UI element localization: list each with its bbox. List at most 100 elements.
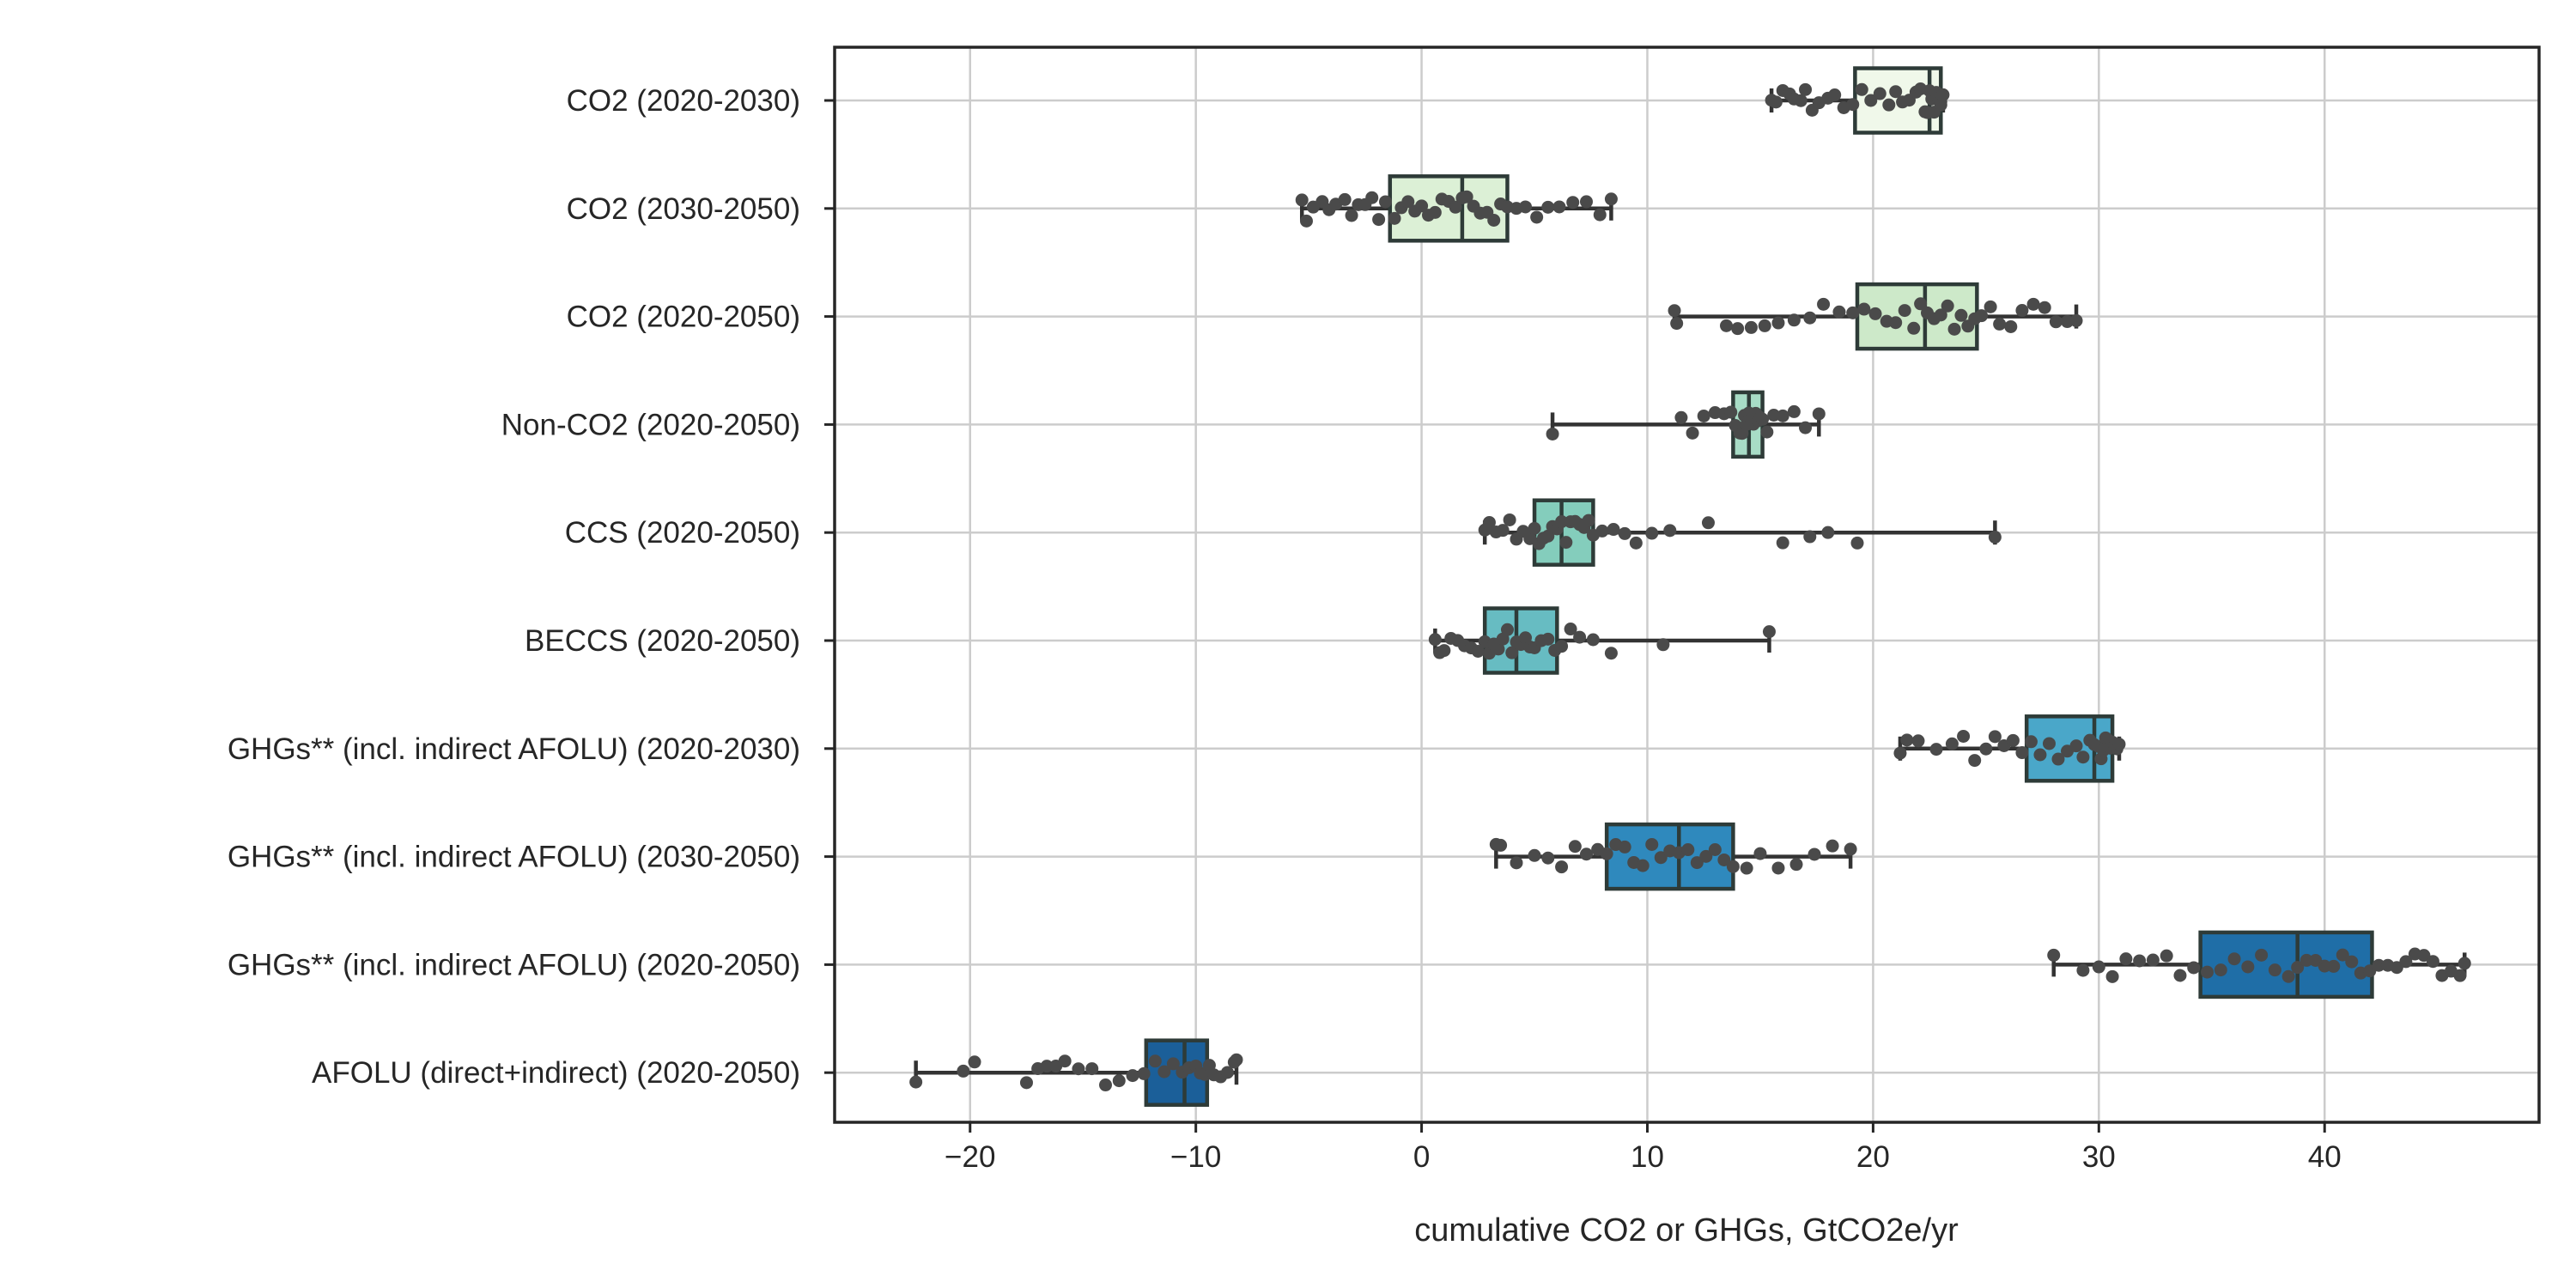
data-point <box>1873 87 1886 100</box>
data-point <box>1645 837 1659 851</box>
data-point <box>1580 195 1594 209</box>
x-tick-label: 30 <box>2082 1140 2116 1174</box>
data-point <box>2399 955 2413 969</box>
data-point <box>2051 752 2065 766</box>
data-point <box>1769 95 1783 109</box>
data-point <box>1799 421 1813 434</box>
data-point <box>1934 308 1947 322</box>
data-point <box>2417 949 2431 963</box>
data-point <box>1947 322 1961 336</box>
data-point <box>1744 320 1758 334</box>
data-point <box>2015 304 2029 318</box>
boxes <box>914 66 2467 1107</box>
data-point <box>1812 407 1826 421</box>
data-point <box>1936 88 1950 101</box>
data-point <box>1126 1069 1139 1083</box>
data-point <box>1157 1065 1171 1078</box>
data-point <box>1929 743 1943 756</box>
data-point <box>1663 524 1677 538</box>
data-point <box>1731 322 1745 336</box>
data-point <box>1600 847 1613 860</box>
data-point <box>1586 633 1600 647</box>
data-point <box>2105 969 2119 983</box>
data-point <box>2042 737 2056 750</box>
data-point <box>1686 426 1699 440</box>
x-tick-label: −10 <box>1170 1140 1221 1174</box>
data-point <box>1957 729 1971 743</box>
data-point <box>1428 205 1442 219</box>
category-label: GHGs** (incl. indirect AFOLU) (2020-2050… <box>228 948 800 981</box>
data-point <box>1701 516 1715 530</box>
data-point <box>2426 955 2439 969</box>
data-point <box>1882 98 1896 112</box>
data-point <box>1794 94 1807 107</box>
data-point <box>2006 733 2020 747</box>
data-point <box>1762 625 1776 639</box>
data-point <box>1564 623 1577 636</box>
data-point <box>1941 299 1954 313</box>
data-point <box>2026 297 2040 311</box>
data-point <box>1494 838 1508 852</box>
data-point <box>1566 196 1580 210</box>
data-point <box>1636 859 1649 872</box>
data-point <box>1771 316 1785 330</box>
data-point <box>1670 317 1684 331</box>
data-point <box>1799 82 1813 96</box>
data-point <box>2160 949 2173 963</box>
data-point <box>1555 515 1569 529</box>
data-point <box>2300 953 2313 967</box>
data-point <box>1496 524 1510 538</box>
data-point <box>1449 200 1462 214</box>
data-point <box>1893 746 1907 760</box>
x-axis-ticks: −20 −10 0 10 20 30 40 <box>945 1122 2342 1174</box>
data-point <box>1674 410 1688 424</box>
data-point <box>1681 843 1695 857</box>
data-point <box>1654 851 1668 865</box>
data-point <box>1826 839 1839 853</box>
x-tick-label: 10 <box>1631 1140 1664 1174</box>
data-point <box>1900 733 1914 747</box>
data-point <box>2015 746 2029 760</box>
data-point <box>1911 734 1925 748</box>
data-point <box>1492 642 1505 656</box>
data-point <box>1019 1076 1033 1090</box>
data-point <box>1914 297 1928 311</box>
data-point <box>1595 524 1609 538</box>
category-label: GHGs** (incl. indirect AFOLU) (2030-2050… <box>228 841 800 874</box>
data-point <box>2255 948 2269 962</box>
data-point <box>1510 856 1523 870</box>
data-point <box>2345 955 2359 969</box>
data-point <box>2092 960 2105 974</box>
data-point <box>1697 409 1710 422</box>
data-point <box>1988 730 2002 744</box>
data-point <box>1519 200 1533 214</box>
data-point <box>1541 200 1555 214</box>
data-point <box>1040 1060 1054 1073</box>
data-point <box>1832 305 1846 319</box>
x-tick-label: −20 <box>945 1140 995 1174</box>
data-point <box>1803 530 1817 544</box>
data-point <box>1415 199 1429 213</box>
data-points <box>909 82 2471 1092</box>
category-label: GHGs** (incl. indirect AFOLU) (2020-2030… <box>228 732 800 766</box>
data-point <box>1771 861 1785 875</box>
data-point <box>1618 840 1631 854</box>
data-point <box>1968 754 1982 768</box>
data-point <box>1112 1074 1126 1088</box>
data-point <box>1656 638 1670 652</box>
data-point <box>1993 317 2007 331</box>
data-point <box>1708 842 1722 856</box>
data-point <box>1505 646 1519 659</box>
data-point <box>1299 214 1313 228</box>
data-point <box>1166 1057 1180 1071</box>
data-point <box>1726 860 1740 873</box>
data-point <box>1555 640 1569 653</box>
data-point <box>2047 948 2061 962</box>
data-point <box>1629 536 1643 550</box>
data-point <box>1580 848 1594 861</box>
data-point <box>2112 738 2126 751</box>
data-point <box>1295 193 1309 207</box>
category-label: Non-CO2 (2020-2050) <box>501 408 800 441</box>
data-point <box>2318 959 2331 973</box>
data-point <box>1828 88 1842 102</box>
